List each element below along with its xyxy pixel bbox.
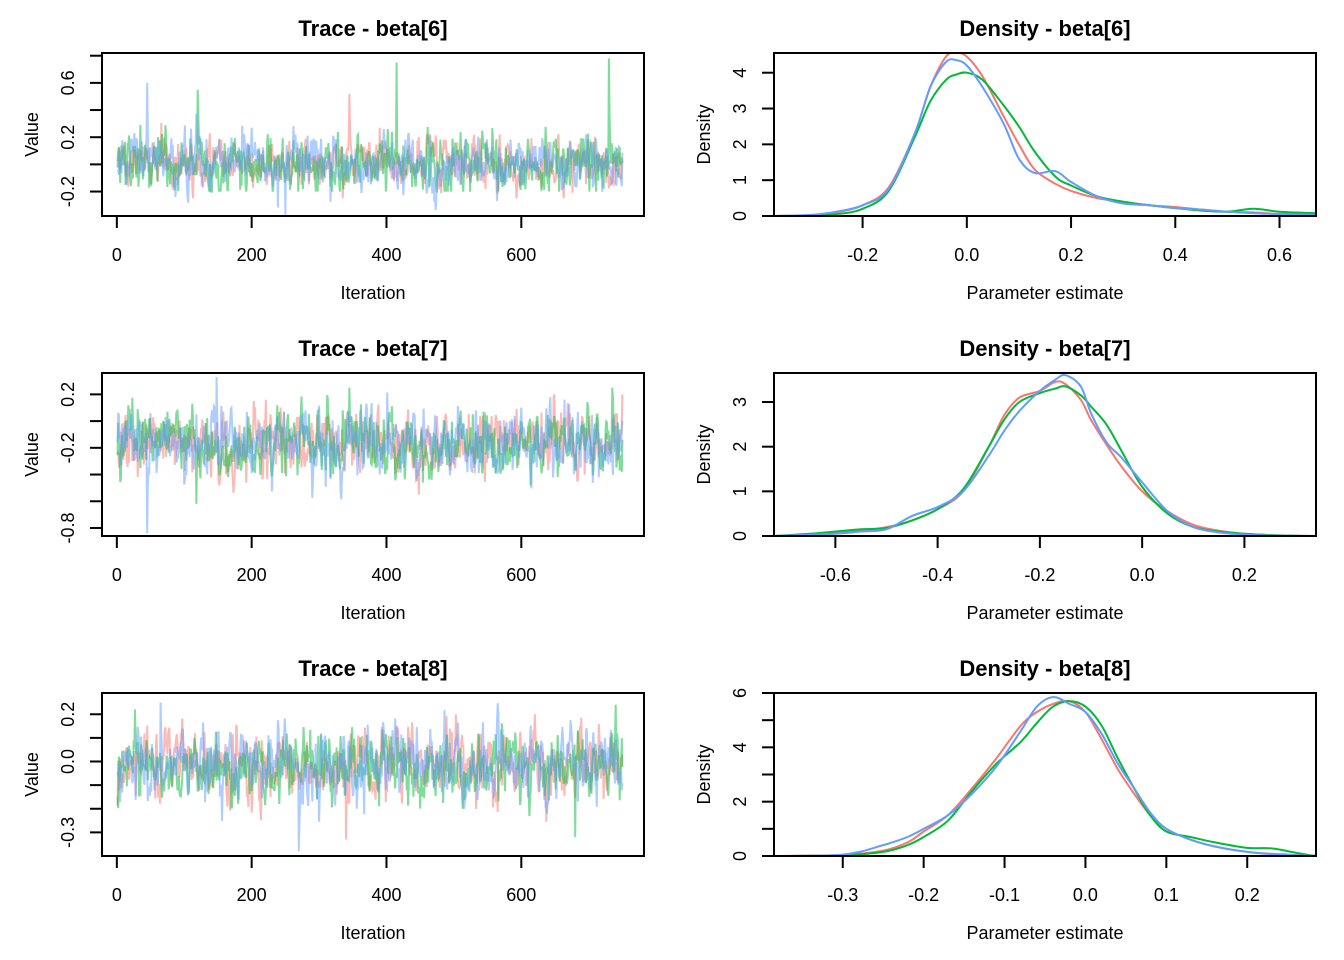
plot-area [774,373,1316,536]
density-line-chain-3 [774,373,1316,536]
y-axis-label: Density [694,104,714,164]
panel-density-beta8: Density - beta[8] -0.3 -0.2 -0.1 0.0 0.1 0.2 0 2… [694,656,1317,943]
trace-line-chain-3 [116,376,624,534]
x-axis-label: Parameter estimate [966,283,1123,303]
y-tick-label: 2 [730,797,750,807]
plot-frame [101,372,645,537]
y-axis-label: Value [22,432,42,477]
panel-trace-beta7: Trace - beta[7] 0 200 400 600 -0.8 -0.2 0.2 Iter… [22,336,645,623]
y-tick-label: 0.2 [58,125,78,150]
x-tick-label: 0.2 [1059,245,1084,265]
plot-area [116,702,624,852]
trace-line-chain-3 [116,702,624,852]
chart-title: Density - beta[6] [959,16,1130,41]
panel-trace-beta8: Trace - beta[8] 0 200 400 600 -0.3 0.0 0.2 Itera… [22,656,645,943]
y-tick-label: -0.8 [58,512,78,543]
x-tick-label: 0.0 [1130,565,1155,585]
x-tick-label: 600 [506,245,536,265]
panel-density-beta7: Density - beta[7] -0.6 -0.4 -0.2 0.0 0.2 0 1 2 3 P… [694,336,1317,623]
x-tick-label: 400 [371,565,401,585]
x-axis-label: Parameter estimate [966,603,1123,623]
panel-density-beta6: Density - beta[6] -0.2 0.0 0.2 0.4 0.6 0 1 2 3 4 Pa… [694,16,1317,303]
x-tick-label: 0 [112,565,122,585]
plot-area [774,53,1316,216]
density-line-chain-1 [774,699,1316,856]
x-tick-label: -0.1 [989,885,1020,905]
x-tick-label: 200 [237,885,267,905]
x-tick-label: 0.2 [1235,885,1260,905]
chart-title: Trace - beta[7] [298,336,447,361]
y-axis-label: Value [22,752,42,797]
chart-title: Density - beta[8] [959,656,1130,681]
chart-title: Trace - beta[6] [298,16,447,41]
x-axis-label: Iteration [340,283,405,303]
x-tick-label: 0.1 [1154,885,1179,905]
trace-line-chain-3 [116,82,624,215]
y-tick-label: 0.6 [58,70,78,95]
y-axis-label: Density [694,424,714,484]
density-line-chain-3 [774,58,1316,216]
y-tick-label: 2 [730,139,750,149]
density-line-chain-1 [774,53,1316,216]
y-tick-label: 4 [730,68,750,78]
density-line-chain-2 [774,700,1316,856]
y-tick-label: -0.3 [58,817,78,848]
y-axis-label: Density [694,744,714,804]
y-tick-label: 0.2 [58,382,78,407]
y-tick-label: 0 [730,211,750,221]
plot-frame [101,692,645,857]
y-tick-label: -0.2 [58,176,78,207]
x-tick-label: -0.4 [922,565,953,585]
x-tick-label: -0.6 [820,565,851,585]
plot-area [774,696,1316,856]
y-tick-label: 3 [730,104,750,114]
plot-area [116,376,624,534]
x-tick-label: 0.2 [1232,565,1257,585]
x-tick-label: -0.3 [827,885,858,905]
y-tick-label: 3 [730,397,750,407]
chart-title: Trace - beta[8] [298,656,447,681]
y-tick-label: 0.2 [58,702,78,727]
x-tick-label: 0 [112,245,122,265]
plot-frame [773,372,1317,537]
x-tick-label: -0.2 [847,245,878,265]
x-tick-label: 600 [506,565,536,585]
plot-frame [773,692,1317,857]
density-line-chain-2 [774,71,1316,216]
density-line-chain-2 [774,385,1316,536]
x-axis-label: Parameter estimate [966,923,1123,943]
x-tick-label: 400 [371,245,401,265]
y-tick-label: 6 [730,688,750,698]
x-tick-label: 0.0 [1073,885,1098,905]
chart-title: Density - beta[7] [959,336,1130,361]
y-tick-label: 1 [730,486,750,496]
plot-area [116,58,624,215]
y-tick-label: -0.2 [58,432,78,463]
plot-frame [101,52,645,217]
y-tick-label: 0 [730,531,750,541]
density-line-chain-1 [774,380,1316,536]
plot-frame [773,52,1317,217]
y-tick-label: 0 [730,851,750,861]
y-tick-label: 4 [730,742,750,752]
x-tick-label: 0.0 [954,245,979,265]
x-axis-label: Iteration [340,603,405,623]
x-tick-label: 600 [506,885,536,905]
density-line-chain-3 [774,696,1316,856]
x-axis-label: Iteration [340,923,405,943]
y-axis-label: Value [22,112,42,157]
x-tick-label: 400 [371,885,401,905]
y-tick-label: 2 [730,442,750,452]
x-tick-label: 0 [112,885,122,905]
y-tick-label: 1 [730,175,750,185]
x-tick-label: 200 [237,565,267,585]
y-tick-label: 0.0 [58,749,78,774]
x-tick-label: 200 [237,245,267,265]
x-tick-label: 0.6 [1267,245,1292,265]
x-tick-label: -0.2 [908,885,939,905]
panel-trace-beta6: Trace - beta[6] 0 200 400 600 -0.2 0.2 0.6 Itera… [22,16,645,303]
x-tick-label: 0.4 [1163,245,1188,265]
x-tick-label: -0.2 [1024,565,1055,585]
